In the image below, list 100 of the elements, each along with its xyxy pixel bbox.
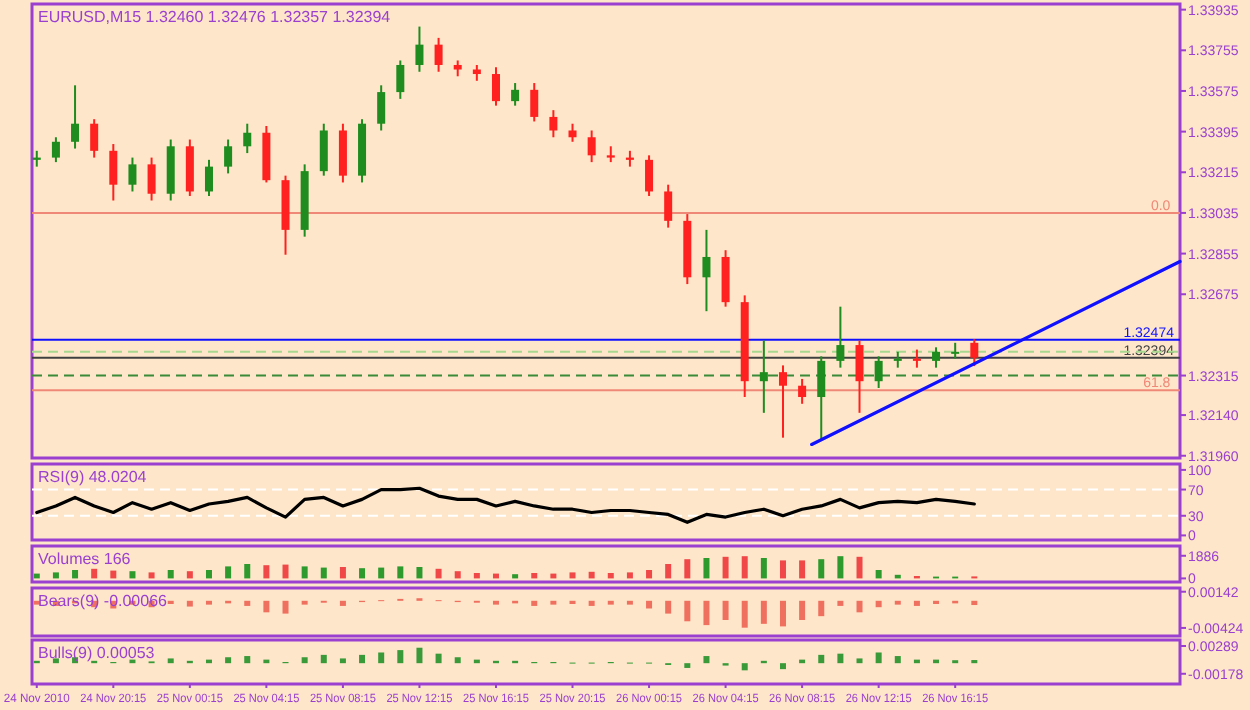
bar [359,568,366,579]
bar [741,663,748,671]
line-series [35,486,976,524]
candlestick [817,355,826,441]
candlestick [587,129,596,164]
candlestick [128,156,137,193]
bar [531,573,538,579]
bar [875,570,882,579]
candlestick [185,138,194,197]
bar [205,570,212,579]
bar [799,560,806,579]
chart-title: Bears(9) -0.00066 [38,592,169,610]
candlestick [511,82,520,107]
candlestick [224,138,233,175]
candlestick [90,118,99,159]
bar [186,571,193,579]
candlestick [721,249,730,308]
bar [856,658,863,664]
bar [569,572,576,579]
bar [244,564,251,579]
bar [454,657,461,664]
candlestick [262,124,271,184]
candlestick [702,228,711,313]
bar [52,572,59,579]
candlestick [147,156,156,202]
bar [397,566,404,579]
bar [320,654,327,664]
candlestick [970,338,979,368]
bar [741,556,748,579]
bar [148,572,155,579]
candlestick [491,66,500,107]
bar [378,567,385,579]
candlestick [338,122,347,184]
bar [359,654,366,664]
bar [167,658,174,664]
bar [626,572,633,579]
candlestick [664,183,673,229]
candlestick [377,84,386,132]
bar [339,567,346,579]
candlestick [836,305,845,369]
bar [818,559,825,579]
candlestick [549,109,558,139]
bar [875,652,882,664]
bar [435,568,442,579]
bar [416,647,423,664]
bar [397,650,404,664]
candlestick [51,136,60,164]
bar [703,656,710,664]
bar [244,656,251,664]
bar [339,658,346,664]
bar [301,657,308,664]
bar [52,658,59,664]
bar [684,559,691,579]
bar [473,573,480,579]
candlestick [109,143,118,202]
bar [320,567,327,579]
chart-title: RSI(9) 48.0204 [38,468,148,486]
bar [129,571,136,579]
bar [435,653,442,664]
bar [282,564,289,579]
bar [378,652,385,664]
candlestick [568,122,577,143]
chart-title: Volumes 166 [38,550,132,568]
candlestick [204,158,213,197]
chart-title: EURUSD,M15 1.32460 1.32476 1.32357 1.32394 [38,8,392,26]
bar [665,564,672,579]
bar [837,653,844,664]
candlestick [166,138,175,202]
bar [167,570,174,579]
candlestick [855,339,864,414]
candlestick [645,154,654,197]
candlestick [874,355,883,389]
bar [225,657,232,664]
bar [760,558,767,579]
bar [263,565,270,579]
candlestick [798,377,807,405]
candlestick [759,339,768,414]
bar [72,570,79,579]
bar [779,663,786,670]
chart-title: Bulls(9) 0.00053 [38,644,156,662]
bar [894,656,901,664]
candlestick [778,364,787,439]
candlestick [932,346,941,369]
bar [416,567,423,579]
bar [454,571,461,579]
bar [225,566,232,579]
bar [91,568,98,579]
candlestick [530,82,539,123]
candlestick [71,84,80,150]
bar [837,556,844,579]
bar [646,570,653,579]
bar [588,571,595,579]
bar [856,556,863,579]
bar [703,558,710,579]
candlestick [396,59,405,100]
bar [722,556,729,579]
candlestick [415,25,424,73]
candlestick [434,36,443,73]
bar [818,654,825,664]
candlestick [319,122,328,177]
